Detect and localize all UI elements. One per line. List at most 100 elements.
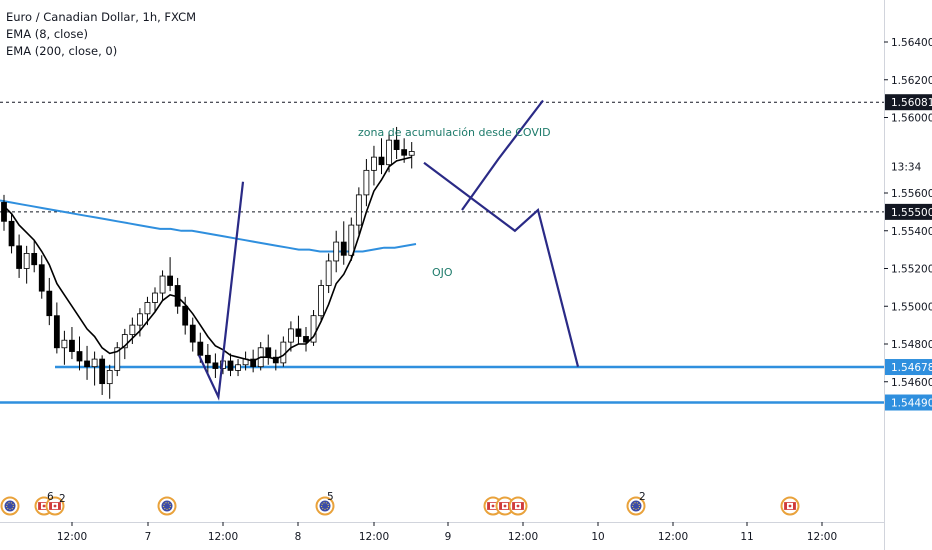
eu-stars-icon (6, 502, 14, 510)
annotation-zona: zona de acumulación desde COVID (358, 126, 551, 139)
candle-up (408, 151, 415, 156)
candle-up (159, 275, 166, 294)
candle-down (265, 347, 272, 358)
event-count: 6 (47, 491, 54, 503)
time-tick-label: 12:00 (508, 531, 538, 543)
candle-up (386, 139, 392, 166)
candle-up (287, 328, 294, 343)
ema-fast-label[interactable]: EMA (8, close) (6, 27, 88, 41)
candle-up (348, 224, 355, 256)
candle-up (129, 324, 136, 335)
candle-down (189, 324, 196, 343)
price-tick-label: 1.54600 (891, 377, 932, 389)
time-tick-label: 12:00 (807, 531, 837, 543)
annotation-ojo: OJO (432, 266, 453, 279)
time-tick-label: 12:00 (658, 531, 688, 543)
ema8-layer (3, 156, 412, 362)
candle-up (136, 313, 143, 326)
ca-flag-band-icon (499, 502, 502, 510)
eu-stars-icon (632, 502, 640, 510)
annotations-layer: zona de acumulación desde COVID OJO (358, 126, 551, 279)
candles-layer (1, 126, 415, 399)
candle-up (363, 169, 370, 196)
time-tick-label: 12:00 (208, 531, 238, 543)
candle-up (310, 315, 317, 343)
price-tick-label: 1.56000 (891, 113, 932, 125)
candle-down (295, 328, 302, 337)
candle-down (1, 202, 7, 222)
candle-down (197, 341, 204, 356)
ca-flag-band-icon (49, 502, 52, 510)
candle-down (46, 290, 53, 317)
candle-down (393, 139, 400, 150)
candle-down (378, 156, 385, 166)
chart-legend: Euro / Canadian Dollar, 1h, FXCM EMA (8,… (6, 9, 196, 60)
candle-down (84, 360, 90, 368)
price-tick-label: 1.55200 (891, 264, 932, 276)
candle-down (227, 360, 234, 371)
candle-down (53, 315, 60, 349)
price-tick-label: 1.56400 (891, 37, 932, 49)
candle-down (401, 149, 408, 156)
time-tick-label: 11 (740, 531, 753, 543)
ca-leaf-icon (503, 504, 507, 508)
candle-up (23, 252, 30, 269)
candle-down (76, 351, 83, 362)
price-tick-label: 1.55000 (891, 301, 932, 313)
ca-leaf-icon (53, 504, 57, 508)
candle-up (371, 156, 377, 171)
candle-up (114, 347, 121, 371)
price-tag-label: 1.54490 (891, 398, 932, 410)
candle-up (325, 260, 332, 286)
candle-down (38, 264, 45, 292)
candle-down (212, 362, 219, 369)
projection-path (461, 99, 544, 211)
candle-down (167, 275, 174, 286)
drawings-layer (198, 99, 580, 401)
eu-stars-icon (163, 502, 171, 510)
candle-down (272, 356, 279, 364)
price-tag-label: 13:34 (891, 162, 922, 174)
candle-down (303, 336, 309, 343)
price-tag-label: 1.56081 (891, 97, 932, 109)
event-count: 2 (59, 493, 66, 505)
projection-path (198, 181, 245, 401)
price-tag-label: 1.54678 (891, 362, 932, 374)
candle-up (318, 285, 325, 317)
horizontal-lines-layer (0, 101, 884, 404)
candle-down (204, 354, 211, 364)
ca-leaf-icon (491, 504, 495, 508)
time-tick-label: 12:00 (57, 531, 87, 543)
ca-flag-band-icon (512, 502, 515, 510)
candle-up (152, 292, 158, 303)
candle-down (340, 241, 347, 256)
ca-flag-band-icon (521, 502, 524, 510)
ca-leaf-icon (788, 504, 792, 508)
price-tag (885, 394, 932, 411)
symbol-title[interactable]: Euro / Canadian Dollar, 1h, FXCM (6, 10, 197, 24)
time-tick-label: 10 (591, 531, 604, 543)
candle-up (121, 334, 128, 349)
price-tag (885, 94, 932, 111)
ca-flag-band-icon (38, 502, 41, 510)
ema-slow-label[interactable]: EMA (200, close, 0) (6, 44, 118, 58)
candle-up (355, 194, 362, 226)
event-count: 5 (327, 491, 334, 503)
price-tick-label: 1.55600 (891, 188, 932, 200)
event-count: 2 (639, 491, 646, 503)
ema8-line (3, 156, 412, 362)
candle-down (8, 220, 15, 247)
price-tick-label: 1.56200 (891, 75, 932, 87)
price-tag (885, 203, 932, 220)
ca-flag-band-icon (58, 502, 61, 510)
candle-up (61, 339, 68, 349)
ca-leaf-icon (42, 504, 46, 508)
time-tick-label: 12:00 (359, 531, 389, 543)
ca-leaf-icon (516, 504, 520, 508)
ca-flag-band-icon (784, 502, 787, 510)
time-tick-label: 9 (445, 531, 452, 543)
candle-up (91, 358, 98, 368)
price-tag (885, 359, 932, 376)
